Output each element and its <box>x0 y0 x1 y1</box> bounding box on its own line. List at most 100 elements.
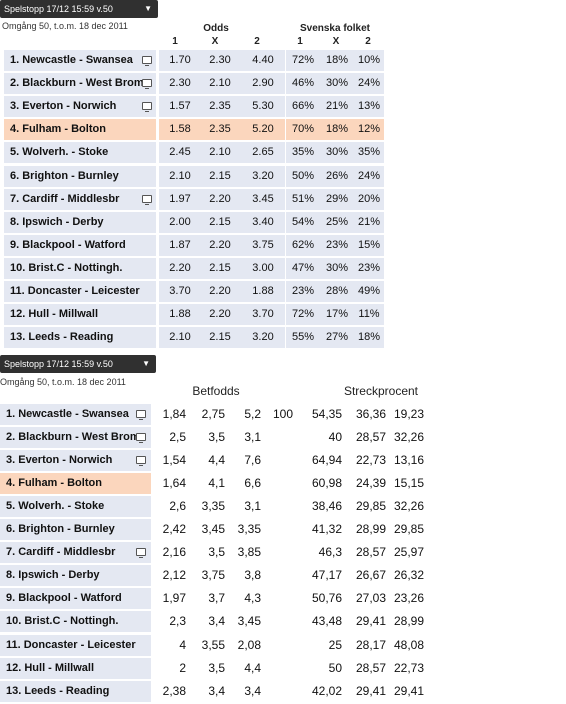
match-name[interactable]: 9. Blackpool - Watford <box>4 235 156 256</box>
streck-cell: 60,98 <box>311 476 342 490</box>
percent-cell: 66% <box>286 96 320 117</box>
streck-cell: 25 <box>328 638 342 652</box>
match-name[interactable]: 1. Newcastle - Swansea <box>0 404 151 425</box>
odds-cell: 2.65 <box>241 142 285 163</box>
table-row: 9. Blackpool - Watford 1.87 2.20 3.75 62% 23%… <box>4 235 384 256</box>
betfodds-header: Betfodds <box>192 384 240 398</box>
week-select-label-2: Spelstopp 17/12 15:59 v.50 <box>4 359 113 369</box>
match-name[interactable]: 6. Brighton - Burnley <box>4 166 156 187</box>
odds-cell: 2.15 <box>199 166 241 187</box>
table-row: 10. Brist.C - Nottingh. 2,3 3,4 3,45 43,48 29… <box>0 611 566 632</box>
betfodds-cell: 3,55 <box>201 638 225 652</box>
percent-cell: 24% <box>354 166 384 187</box>
match-name[interactable]: 8. Ipswich - Derby <box>4 212 156 233</box>
betfodds-cell: 3,5 <box>208 661 225 675</box>
odds-cell: 2.30 <box>159 73 201 94</box>
betfodds-cell: 1,64 <box>162 476 186 490</box>
betfodds-cell: 3,4 <box>208 684 225 698</box>
divider <box>156 281 159 302</box>
match-name[interactable]: 11. Doncaster - Leicester <box>0 635 151 656</box>
betfodds-cell: 3,75 <box>201 568 225 582</box>
match-name[interactable]: 7. Cardiff - Middlesbr <box>4 189 156 210</box>
table-row: 12. Hull - Millwall 1.88 2.20 3.70 72% 17% 11% <box>4 304 384 325</box>
streck-cell: 48,08 <box>393 638 424 652</box>
percent-cell: 28% <box>320 281 354 302</box>
streck-cell: 28,99 <box>393 614 424 628</box>
percent-cell: 30% <box>320 142 354 163</box>
match-name[interactable]: 8. Ipswich - Derby <box>0 565 151 586</box>
streck-cell: 32,26 <box>393 499 424 513</box>
match-name[interactable]: 5. Wolverh. - Stoke <box>0 496 151 517</box>
odds-cell: 3.75 <box>241 235 285 256</box>
percent-cell: 72% <box>286 50 320 71</box>
match-name[interactable]: 12. Hull - Millwall <box>0 658 151 679</box>
match-name[interactable]: 1. Newcastle - Swansea <box>4 50 156 71</box>
percent-cell: 18% <box>320 50 354 71</box>
odds-cell: 4.40 <box>241 50 285 71</box>
match-name[interactable]: 6. Brighton - Burnley <box>0 519 151 540</box>
odds-cell: 1.88 <box>241 281 285 302</box>
match-name[interactable]: 7. Cardiff - Middlesbr <box>0 542 151 563</box>
table-row: 6. Brighton - Burnley 2,42 3,45 3,35 41,32 28… <box>0 519 566 540</box>
odds-col-2: 2 <box>254 36 260 47</box>
odds-cell: 2.10 <box>199 142 241 163</box>
percent-cell: 21% <box>354 212 384 233</box>
match-name[interactable]: 11. Doncaster - Leicester <box>4 281 156 302</box>
match-name[interactable]: 5. Wolverh. - Stoke <box>4 142 156 163</box>
betfodds-cell: 2,38 <box>162 684 186 698</box>
table-row: 11. Doncaster - Leicester 3.70 2.20 1.88 23%… <box>4 281 384 302</box>
betfodds-cell: 4,1 <box>208 476 225 490</box>
streck-cell: 15,15 <box>393 476 424 490</box>
match-name[interactable]: 2. Blackburn - West Brom <box>4 73 156 94</box>
match-name[interactable]: 4. Fulham - Bolton <box>4 119 156 140</box>
percent-cell: 54% <box>286 212 320 233</box>
table-row: 2. Blackburn - West Brom 2.30 2.10 2.90 46% 3… <box>4 73 384 94</box>
match-name[interactable]: 13. Leeds - Reading <box>0 681 151 702</box>
streck-cell: 29,85 <box>393 522 424 536</box>
match-name[interactable]: 10. Brist.C - Nottingh. <box>0 611 151 632</box>
odds-cell: 3.70 <box>159 281 201 302</box>
match-name[interactable]: 13. Leeds - Reading <box>4 327 156 348</box>
percent-cell: 30% <box>320 258 354 279</box>
percent-cell: 49% <box>354 281 384 302</box>
week-select-label: Spelstopp 17/12 15:59 v.50 <box>4 4 113 14</box>
odds-col-1: 1 <box>172 36 178 47</box>
betfodds-cell: 3,4 <box>244 684 261 698</box>
betfodds-cell: 2,5 <box>169 430 186 444</box>
odds-col-x: X <box>211 36 219 47</box>
streck-cell: 19,23 <box>393 407 424 421</box>
match-name[interactable]: 12. Hull - Millwall <box>4 304 156 325</box>
percent-cell: 20% <box>354 189 384 210</box>
percent-cell: 25% <box>320 212 354 233</box>
percent-cell: 23% <box>320 235 354 256</box>
betfodds-cell: 3,5 <box>208 545 225 559</box>
betfodds-cell: 7,6 <box>244 453 261 467</box>
odds-cell: 1.58 <box>159 119 201 140</box>
match-name[interactable]: 3. Everton - Norwich <box>4 96 156 117</box>
odds-cell: 3.20 <box>241 327 285 348</box>
percent-cell: 51% <box>286 189 320 210</box>
divider <box>156 258 159 279</box>
match-name[interactable]: 10. Brist.C - Nottingh. <box>4 258 156 279</box>
odds-cell: 2.20 <box>199 235 241 256</box>
betfodds-cell: 3,45 <box>201 522 225 536</box>
percent-cell: 47% <box>286 258 320 279</box>
betfodds-cell: 3,4 <box>208 614 225 628</box>
match-name[interactable]: 3. Everton - Norwich <box>0 450 151 471</box>
match-name[interactable]: 4. Fulham - Bolton <box>0 473 151 494</box>
match-name[interactable]: 9. Blackpool - Watford <box>0 588 151 609</box>
table-row: 4. Fulham - Bolton 1,64 4,1 6,6 60,98 24,39 15… <box>0 473 566 494</box>
betfodds-cell: 6,6 <box>244 476 261 490</box>
betfodds-cell: 3,5 <box>208 430 225 444</box>
streck-cell: 29,41 <box>393 684 424 698</box>
percent-cell: 62% <box>286 235 320 256</box>
streck-cell: 42,02 <box>311 684 342 698</box>
week-select-dropdown-2[interactable]: Spelstopp 17/12 15:59 v.50 ▼ <box>0 355 156 373</box>
week-select-dropdown[interactable]: Spelstopp 17/12 15:59 v.50 ▼ <box>0 0 158 18</box>
odds-cell: 2.20 <box>159 258 201 279</box>
streck-cell: 26,67 <box>355 568 386 582</box>
table-row: 7. Cardiff - Middlesbr 2,16 3,5 3,85 46,3 28,… <box>0 542 566 563</box>
streck-cell: 50 <box>328 661 342 675</box>
betfodds-cell: 4,4 <box>208 453 225 467</box>
match-name[interactable]: 2. Blackburn - West Brom <box>0 427 151 448</box>
